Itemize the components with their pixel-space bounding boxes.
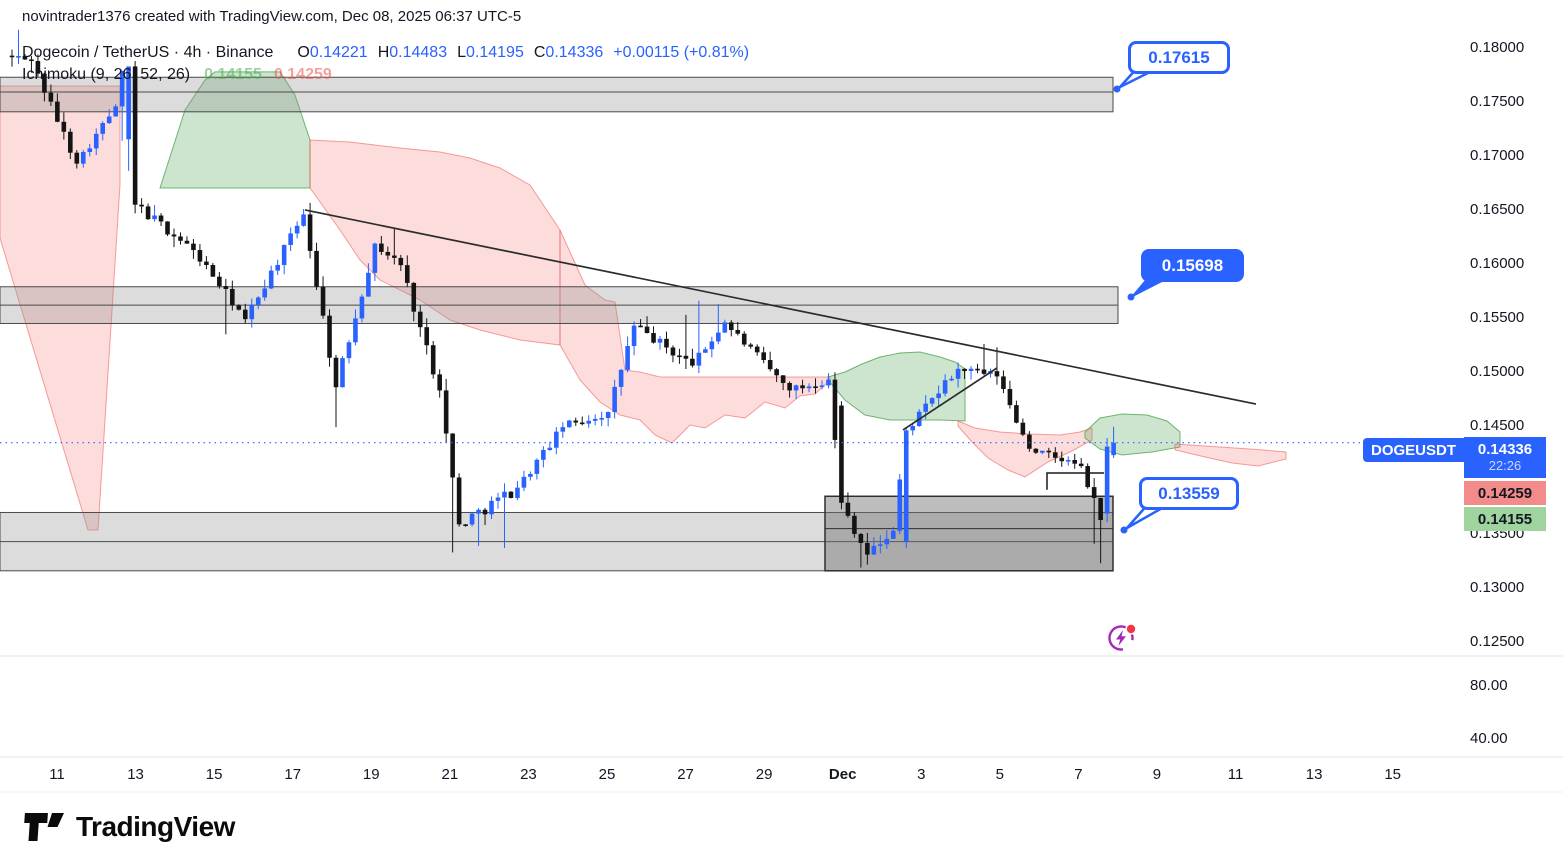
senkou-b-price-tag: 0.14259 <box>1464 481 1546 505</box>
trendline[interactable] <box>902 367 998 431</box>
zone-rect[interactable] <box>824 495 1114 572</box>
time-axis-label: 15 <box>206 766 223 783</box>
trendline[interactable] <box>304 209 1257 405</box>
tradingview-logo[interactable]: TradingView <box>24 811 235 843</box>
callout-tails <box>1113 65 1175 534</box>
time-axis-label: 5 <box>996 766 1004 783</box>
callout-anchor-dot <box>1127 293 1135 301</box>
zone-rect[interactable] <box>0 76 1114 113</box>
price-axis-label: 0.16500 <box>1470 201 1524 218</box>
time-axis-label: 25 <box>599 766 616 783</box>
time-axis-label: 23 <box>520 766 537 783</box>
pane-separators <box>0 655 1563 793</box>
lower-pane-axis-label: 80.00 <box>1470 677 1508 694</box>
time-axis-label: 9 <box>1153 766 1161 783</box>
price-axis-label: 0.12500 <box>1470 633 1524 650</box>
close-label: C <box>533 44 546 61</box>
callout-anchor-dot <box>1120 526 1128 534</box>
horizontal-level-line[interactable] <box>1046 472 1104 490</box>
time-axis[interactable]: 11 13 15 17 19 21 23 25 27 29 Dec 3 5 7 9 11 13 15 <box>49 766 1401 783</box>
price-axis-label: 0.18000 <box>1470 39 1524 56</box>
time-axis-label: Dec <box>829 766 857 783</box>
open-label: O <box>297 44 310 61</box>
symbol-legend-row[interactable]: Dogecoin / TetherUS · 4h · Binance O0.142… <box>22 44 749 62</box>
attribution-header: novintrader1376 created with TradingView… <box>22 8 522 25</box>
bar-countdown: 22:26 <box>1488 457 1522 473</box>
cloud-green-segment <box>1084 413 1181 456</box>
time-axis-label: 17 <box>284 766 301 783</box>
time-axis-label: 19 <box>363 766 380 783</box>
low-value: 0.14195 <box>466 44 524 61</box>
price-axis[interactable]: 0.18000 0.17500 0.17000 0.16500 0.16000 0.155… <box>1470 39 1524 747</box>
price-axis-label: 0.14500 <box>1470 417 1524 434</box>
price-callout-15698[interactable]: 0.15698 <box>1141 249 1244 282</box>
time-axis-label: 21 <box>442 766 459 783</box>
symbol-title: Dogecoin / TetherUS · 4h · Binance <box>22 44 274 61</box>
drawn-trendlines[interactable] <box>304 209 1257 490</box>
symbol-price-label[interactable]: DOGEUSDT <box>1363 438 1464 462</box>
time-axis-label: 7 <box>1074 766 1082 783</box>
price-callout-13559[interactable]: 0.13559 <box>1139 477 1239 510</box>
tradingview-logo-text: TradingView <box>76 811 235 842</box>
price-axis-label: 0.16000 <box>1470 255 1524 272</box>
price-axis-label: 0.17500 <box>1470 93 1524 110</box>
lower-pane-axis-label: 40.00 <box>1470 730 1508 747</box>
price-axis-label: 0.17000 <box>1470 147 1524 164</box>
supply-demand-zones[interactable] <box>0 76 1119 572</box>
time-axis-label: 29 <box>756 766 773 783</box>
open-value: 0.14221 <box>309 44 368 61</box>
time-axis-label: 3 <box>917 766 925 783</box>
price-callout-17615[interactable]: 0.17615 <box>1128 41 1230 74</box>
indicator-title: Ichimoku (9, 26, 52, 26) <box>22 66 191 83</box>
price-axis-label: 0.15000 <box>1470 363 1524 380</box>
cloud-red-segment <box>559 229 831 444</box>
tradingview-logo-mark <box>24 813 64 841</box>
change-value: +0.00115 (+0.81%) <box>613 44 750 61</box>
boost-flash-icon[interactable] <box>1106 622 1138 654</box>
high-label: H <box>377 44 390 61</box>
time-axis-label: 13 <box>127 766 144 783</box>
low-label: L <box>457 44 467 61</box>
close-value: 0.14336 <box>545 44 604 61</box>
time-axis-label: 13 <box>1306 766 1323 783</box>
price-axis-label: 0.13000 <box>1470 579 1524 596</box>
time-axis-label: 27 <box>677 766 694 783</box>
high-value: 0.14483 <box>389 44 448 61</box>
cloud-red-segment <box>309 139 561 346</box>
lead2-value: 0.14259 <box>273 66 332 83</box>
ichimoku-cloud <box>0 71 1287 531</box>
last-price-value: 0.14336 <box>1477 441 1533 459</box>
last-price-tag[interactable]: 0.14336 22:26 <box>1464 437 1546 478</box>
price-axis-label: 0.15500 <box>1470 309 1524 326</box>
time-axis-label: 11 <box>1228 766 1244 783</box>
cloud-red-segment <box>1174 443 1287 467</box>
candles <box>9 29 1116 568</box>
indicator-legend-row[interactable]: Ichimoku (9, 26, 52, 26) 0.14155 0.14259 <box>22 66 332 84</box>
senkou-a-price-tag: 0.14155 <box>1464 507 1546 531</box>
time-axis-label: 15 <box>1384 766 1401 783</box>
callout-anchor-dot <box>1113 85 1121 93</box>
cloud-red-segment <box>957 420 1093 478</box>
lead1-value: 0.14155 <box>204 66 262 83</box>
time-axis-label: 11 <box>49 766 65 783</box>
